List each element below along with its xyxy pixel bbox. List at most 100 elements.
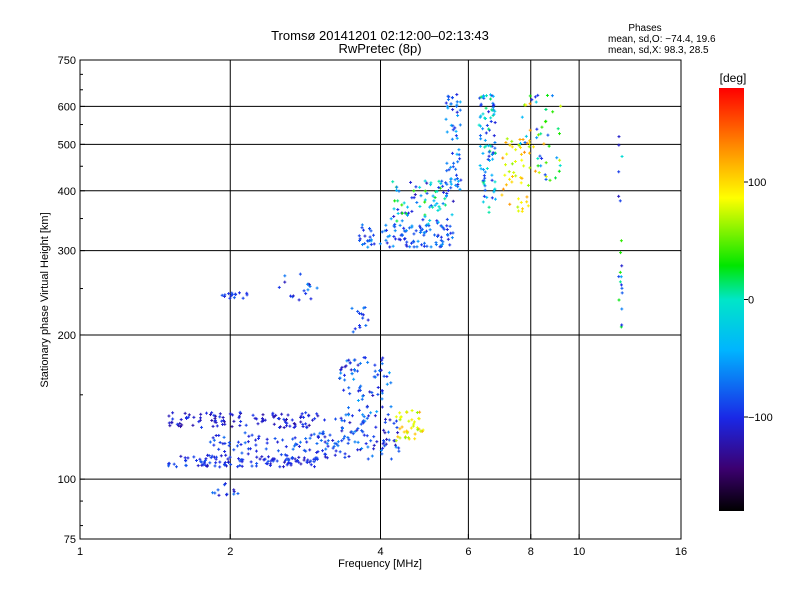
data-point (394, 445, 398, 449)
data-point (308, 448, 312, 452)
data-point (299, 420, 303, 424)
data-point (492, 112, 496, 116)
data-point (305, 440, 309, 444)
data-point (211, 491, 215, 495)
data-point (450, 151, 454, 155)
data-point (171, 411, 175, 415)
data-point (387, 438, 391, 442)
data-point (412, 196, 416, 200)
data-point (409, 241, 413, 245)
data-point (397, 446, 401, 450)
data-point (297, 298, 301, 302)
data-point (620, 307, 624, 311)
data-point (186, 456, 190, 460)
data-point (346, 406, 350, 410)
data-point (218, 412, 222, 416)
data-point (198, 457, 202, 461)
data-point (617, 298, 621, 302)
data-point (406, 436, 410, 440)
data-point (523, 140, 527, 144)
data-point (291, 447, 295, 451)
data-point (397, 189, 401, 193)
data-point (388, 234, 392, 238)
colorbar-label: [deg] (720, 71, 747, 85)
data-point (487, 205, 491, 209)
data-point (617, 143, 621, 147)
data-point (284, 417, 288, 421)
data-point (306, 288, 310, 292)
data-point (309, 297, 313, 301)
data-point (236, 465, 240, 469)
data-point (221, 423, 225, 427)
data-points (167, 93, 624, 497)
data-point (226, 457, 230, 461)
data-point (447, 168, 451, 172)
data-point (276, 449, 280, 453)
data-point (439, 235, 443, 239)
data-point (482, 194, 486, 198)
data-point (423, 198, 427, 202)
data-point (372, 435, 376, 439)
data-point (220, 419, 224, 423)
data-point (213, 416, 217, 420)
data-point (366, 457, 370, 461)
y-tick-label: 300 (58, 246, 76, 258)
data-point (458, 108, 462, 112)
data-point (519, 152, 523, 156)
data-point (445, 161, 449, 165)
data-point (236, 492, 240, 496)
data-point (357, 234, 361, 238)
data-point (254, 443, 258, 447)
data-point (454, 134, 458, 138)
data-point (223, 450, 227, 454)
data-point (415, 201, 419, 205)
data-point (227, 292, 231, 296)
data-point (491, 151, 495, 155)
data-point (382, 374, 386, 378)
data-point (405, 213, 409, 217)
data-point (261, 413, 265, 417)
data-point (479, 114, 483, 118)
data-point (326, 444, 330, 448)
data-point (323, 455, 327, 459)
data-point (223, 463, 227, 467)
data-point (199, 412, 203, 416)
data-point (451, 124, 455, 128)
data-point (179, 418, 183, 422)
data-point (358, 361, 362, 365)
data-point (431, 194, 435, 198)
data-point (450, 96, 454, 100)
data-point (356, 398, 360, 402)
data-point (413, 193, 417, 197)
data-point (251, 413, 255, 417)
data-point (383, 431, 387, 435)
data-point (455, 152, 459, 156)
data-point (536, 93, 540, 97)
data-point (528, 102, 532, 106)
data-point (174, 465, 178, 469)
data-point (558, 164, 562, 168)
data-point (260, 420, 264, 424)
data-point (361, 420, 365, 424)
data-point (343, 452, 347, 456)
data-point (503, 163, 507, 167)
data-point (415, 245, 419, 249)
data-point (519, 181, 523, 185)
data-point (302, 415, 306, 419)
data-point (519, 200, 523, 204)
data-point (501, 187, 505, 191)
data-point (507, 170, 511, 174)
data-point (542, 142, 546, 146)
data-point (486, 157, 490, 161)
data-point (220, 293, 224, 297)
data-point (520, 115, 524, 119)
data-point (309, 433, 313, 437)
data-point (536, 157, 540, 161)
data-point (543, 173, 547, 177)
data-point (505, 137, 509, 141)
data-point (385, 228, 389, 232)
data-point (367, 414, 371, 418)
data-point (445, 169, 449, 173)
data-point (490, 153, 494, 157)
data-point (343, 434, 347, 438)
